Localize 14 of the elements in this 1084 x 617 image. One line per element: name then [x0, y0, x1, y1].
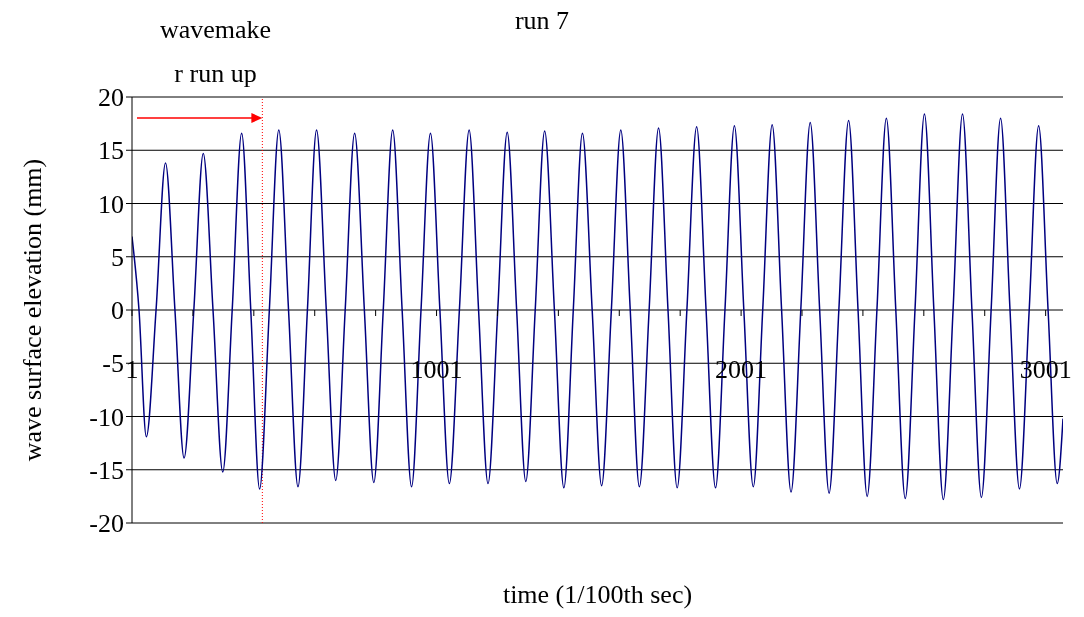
x-tick-label: 1 [125, 355, 139, 384]
y-tick-label: -20 [89, 509, 124, 539]
chart-title: run 7 [514, 6, 570, 35]
y-tick-label: 10 [98, 189, 124, 219]
y-tick-label: -10 [89, 402, 124, 432]
text: wavemaker run up [158, 14, 273, 90]
y-tick-label: 20 [98, 83, 124, 113]
y-tick-label: 5 [111, 242, 124, 272]
y-tick-label: 0 [111, 296, 124, 326]
y-tick-label: -5 [102, 349, 124, 379]
y-axis-title: wave surface elevation (mm) [18, 158, 48, 462]
x-axis-title: time (1/100th sec) [501, 580, 694, 610]
y-tick-label: -15 [89, 455, 124, 485]
y-tick-label: 15 [98, 136, 124, 166]
